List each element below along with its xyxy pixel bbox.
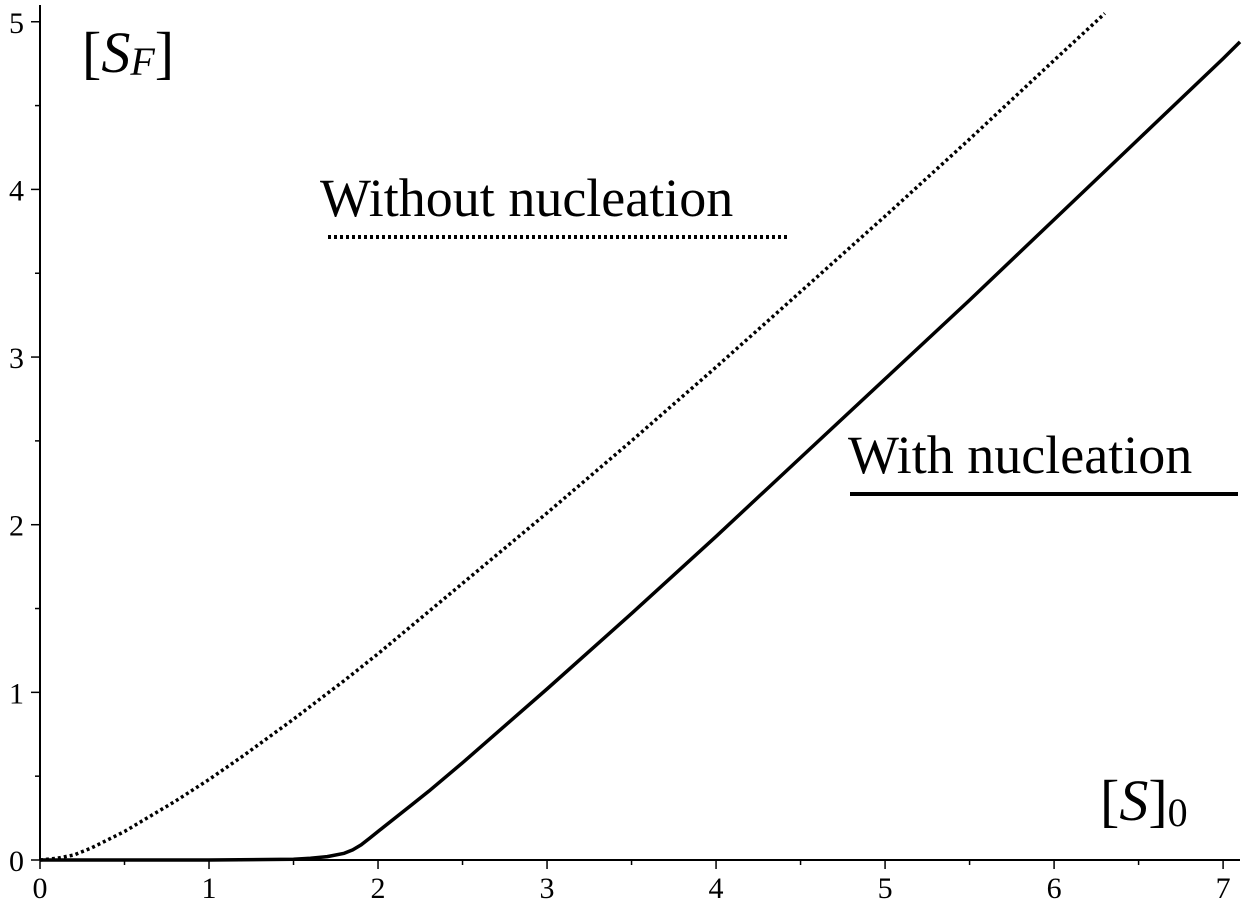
x-axis-title-bracket-open: [	[1100, 768, 1119, 833]
legend-label-without-nucleation: Without nucleation	[320, 168, 733, 228]
y-tick-label: 5	[9, 7, 24, 40]
series-layer	[39, 12, 1242, 862]
x-tick-label: 4	[709, 872, 724, 905]
y-tick-label: 4	[9, 174, 24, 207]
x-axis-title-subscript: 0	[1168, 790, 1188, 835]
x-tick-label: 1	[202, 872, 217, 905]
y-axis-title-subscript: F	[129, 39, 155, 84]
x-tick-label: 5	[878, 872, 893, 905]
x-tick-label: 6	[1047, 872, 1062, 905]
x-tick-label: 7	[1216, 872, 1231, 905]
x-axis-title: [S]0	[1100, 768, 1188, 835]
y-axis-title: [SF]	[82, 20, 174, 85]
y-tick-label: 3	[9, 342, 24, 375]
x-tick-label: 0	[33, 872, 48, 905]
legend-label-with-nucleation: With nucleation	[848, 425, 1192, 485]
series-line-with-nucleation	[40, 40, 1242, 862]
y-tick-label: 2	[9, 510, 24, 543]
x-axis-title-symbol: S	[1119, 768, 1148, 833]
x-tick-label: 2	[371, 872, 386, 905]
y-tick-label: 1	[9, 677, 24, 710]
x-axis-title-bracket-close: ]	[1148, 768, 1167, 833]
y-axis-title-bracket-open: [	[82, 20, 101, 85]
ticks: 0 1 2 3 4 5 6 7 0 1 2 3 4 5	[9, 7, 1231, 905]
y-tick-label: 0	[9, 845, 24, 878]
x-tick-label: 3	[540, 872, 555, 905]
legend-with-nucleation: With nucleation	[848, 425, 1238, 496]
y-axis-title-bracket-close: ]	[155, 20, 174, 85]
y-axis-title-symbol: S	[101, 20, 130, 85]
series-line-without-nucleation	[39, 12, 1106, 862]
legend-without-nucleation: Without nucleation	[320, 168, 790, 239]
